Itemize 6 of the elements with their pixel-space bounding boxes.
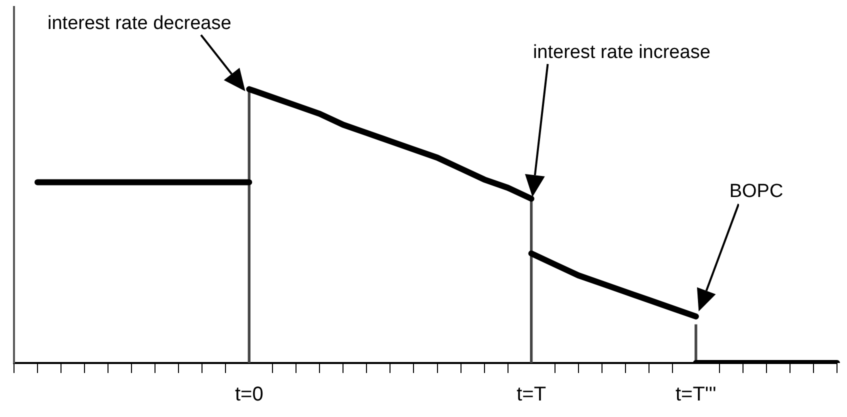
x-tick-label: t=T''' (675, 384, 716, 406)
text: interest rate increase (532, 42, 710, 64)
x-tick-label: t=0 (234, 384, 264, 406)
annotation: BOPC (729, 180, 784, 202)
x-tick-label: t=T (516, 384, 546, 406)
text: interest rate decrease (47, 13, 232, 34)
